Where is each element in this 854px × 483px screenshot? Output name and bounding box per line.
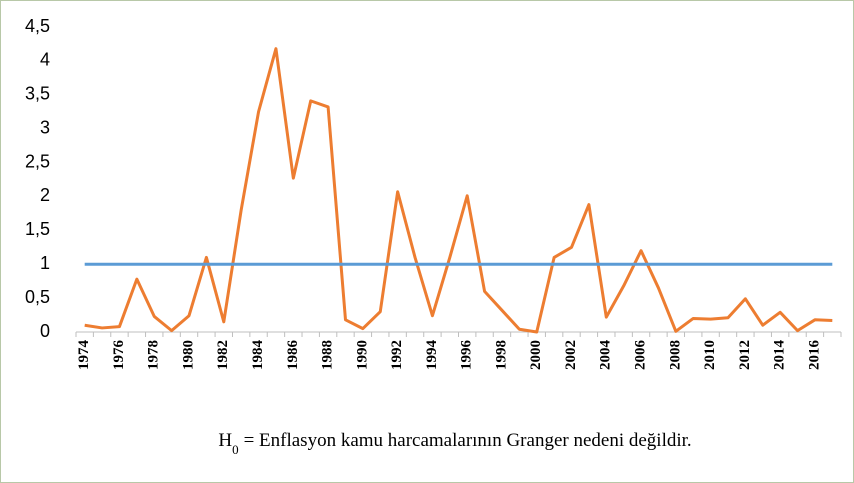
x-tick-label: 1982 bbox=[215, 340, 231, 370]
x-tick-label: 2012 bbox=[737, 340, 753, 370]
caption: H0 = Enflasyon kamu harcamalarının Grange… bbox=[218, 430, 691, 457]
x-tick-label: 1988 bbox=[320, 340, 336, 370]
x-tick-label: 1992 bbox=[389, 340, 405, 370]
x-tick-label: 2014 bbox=[772, 340, 788, 371]
x-tick-label: 2008 bbox=[667, 340, 683, 370]
x-tick-label: 1986 bbox=[285, 340, 301, 371]
x-tick-label: 1994 bbox=[424, 340, 440, 371]
y-tick-label: 3,5 bbox=[25, 84, 50, 104]
y-tick-label: 1 bbox=[40, 253, 50, 273]
x-tick-label: 1974 bbox=[76, 340, 92, 371]
y-tick-label: 0 bbox=[40, 321, 50, 341]
y-tick-label: 0,5 bbox=[25, 287, 50, 307]
x-tick-label: 1990 bbox=[354, 340, 370, 370]
x-tick-label: 1978 bbox=[146, 340, 162, 370]
y-tick-label: 3 bbox=[40, 117, 50, 137]
x-tick-label: 1996 bbox=[459, 340, 475, 371]
x-tick-label: 2000 bbox=[528, 340, 544, 370]
y-tick-label: 4 bbox=[40, 50, 50, 70]
x-tick-label: 2006 bbox=[632, 340, 648, 371]
caption-symbol: H bbox=[218, 430, 232, 451]
x-tick-label: 2002 bbox=[563, 340, 579, 370]
caption-subscript: 0 bbox=[232, 442, 239, 457]
y-tick-label: 1,5 bbox=[25, 219, 50, 239]
caption-text: = Enflasyon kamu harcamalarının Granger … bbox=[244, 430, 692, 451]
x-tick-label: 2016 bbox=[806, 340, 822, 371]
x-tick-label: 2004 bbox=[598, 340, 614, 371]
y-tick-label: 4,5 bbox=[25, 16, 50, 36]
x-tick-label: 1980 bbox=[180, 340, 196, 370]
series-line bbox=[84, 47, 833, 334]
x-tick-label: 1998 bbox=[493, 340, 509, 370]
y-tick-label: 2,5 bbox=[25, 151, 50, 171]
x-tick-label: 2010 bbox=[702, 340, 718, 370]
x-tick-label: 1976 bbox=[111, 340, 127, 371]
x-tick-label: 1984 bbox=[250, 340, 266, 371]
y-tick-label: 2 bbox=[40, 185, 50, 205]
